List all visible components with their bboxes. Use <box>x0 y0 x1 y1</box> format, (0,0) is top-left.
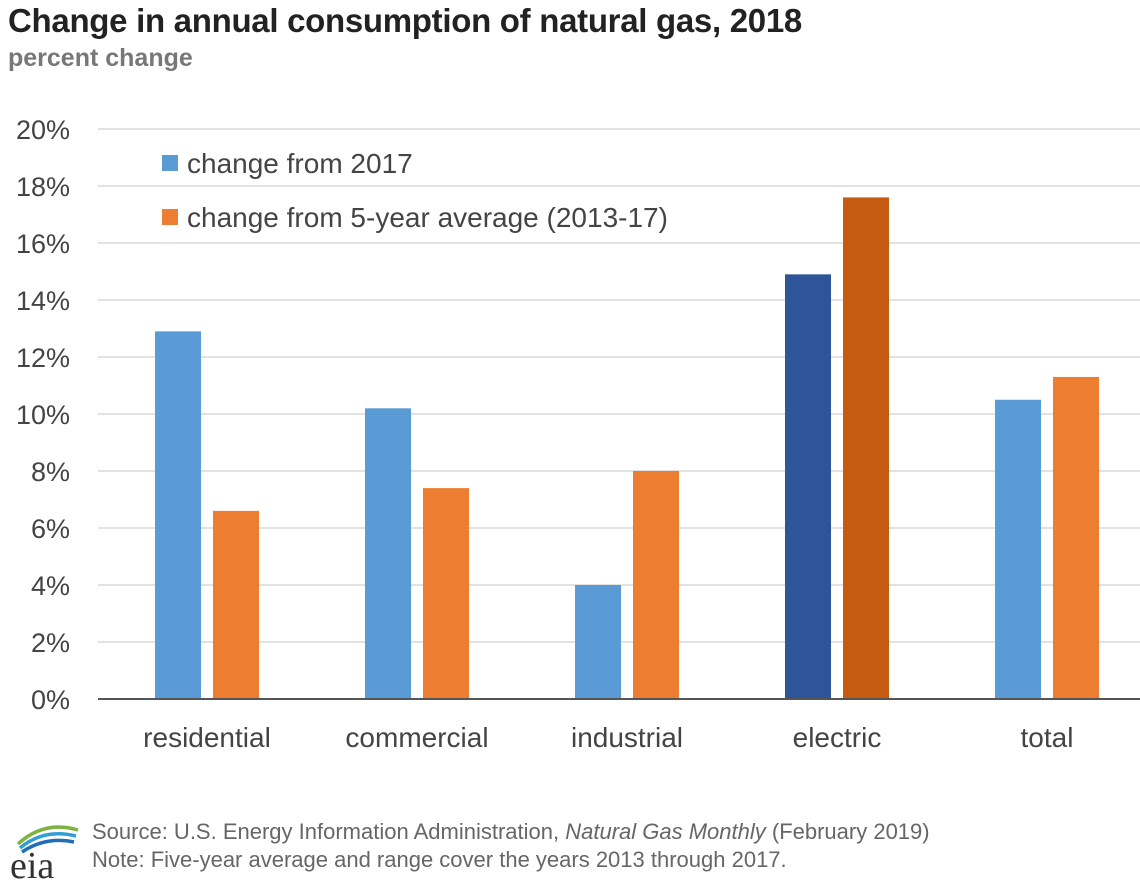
chart-footer: Source: U.S. Energy Information Administ… <box>92 818 930 874</box>
legend-swatch <box>162 209 178 225</box>
chart-title: Change in annual consumption of natural … <box>8 2 802 39</box>
x-category-label: commercial <box>345 722 488 753</box>
bars <box>155 197 1099 699</box>
x-category-label: residential <box>143 722 271 753</box>
y-tick-label: 10% <box>16 400 70 430</box>
legend-label: change from 2017 <box>187 148 413 179</box>
legend: change from 2017 change from 5-year avera… <box>162 148 668 233</box>
y-tick-label: 8% <box>31 457 70 487</box>
x-category-label: electric <box>793 722 882 753</box>
logo-text: eia <box>10 845 54 882</box>
bar-industrial-series-1 <box>633 471 679 699</box>
y-tick-label: 4% <box>31 571 70 601</box>
chart-subtitle: percent change <box>8 44 193 72</box>
gridlines <box>98 128 1140 643</box>
y-tick-label: 18% <box>16 172 70 202</box>
source-suffix: (February 2019) <box>765 819 930 844</box>
source-prefix: Source: U.S. Energy Information Administ… <box>92 819 566 844</box>
bar-residential-series-0 <box>155 331 201 699</box>
y-tick-label: 6% <box>31 514 70 544</box>
legend-swatch <box>162 155 178 171</box>
bar-electric-series-0 <box>785 274 831 699</box>
x-axis-categories: residential commercial industrial electric t… <box>143 722 1073 753</box>
bar-residential-series-1 <box>213 510 259 699</box>
eia-logo-icon: eia <box>10 825 79 882</box>
source-line: Source: U.S. Energy Information Administ… <box>92 818 930 846</box>
legend-label: change from 5-year average (2013-17) <box>187 202 668 233</box>
y-tick-label: 2% <box>31 628 70 658</box>
y-tick-label: 20% <box>16 115 70 145</box>
bar-total-series-1 <box>1053 376 1099 699</box>
x-category-label: industrial <box>571 722 683 753</box>
bar-commercial-series-1 <box>423 488 469 699</box>
y-tick-label: 14% <box>16 286 70 316</box>
note-line: Note: Five-year average and range cover … <box>92 847 787 872</box>
bar-industrial-series-0 <box>575 585 621 699</box>
x-category-label: total <box>1021 722 1074 753</box>
bar-commercial-series-0 <box>365 408 411 699</box>
y-axis-ticks: 0% 2% 4% 6% 8% 10% 12% 14% 16% 18% 20% <box>16 115 70 715</box>
source-publication: Natural Gas Monthly <box>565 819 766 844</box>
bar-total-series-0 <box>995 399 1041 699</box>
y-tick-label: 0% <box>31 685 70 715</box>
y-tick-label: 16% <box>16 229 70 259</box>
bar-electric-series-1 <box>843 197 889 699</box>
y-tick-label: 12% <box>16 343 70 373</box>
